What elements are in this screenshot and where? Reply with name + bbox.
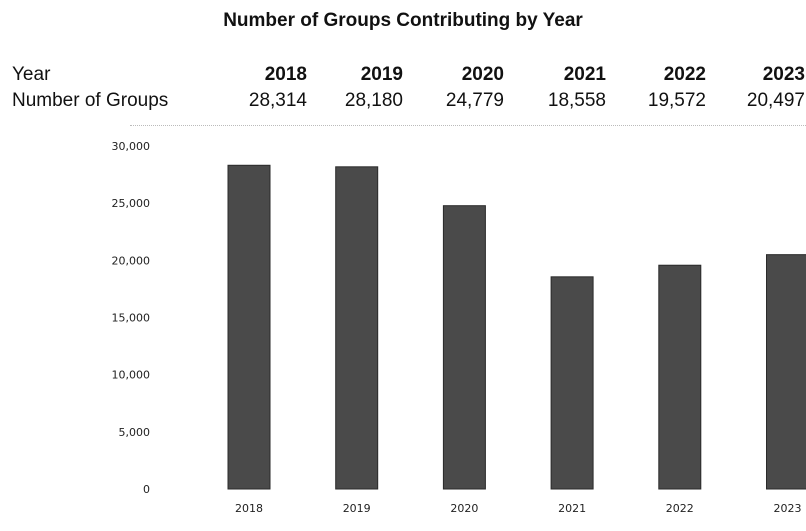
bar bbox=[658, 264, 702, 490]
chart-title: Number of Groups Contributing by Year bbox=[223, 10, 583, 31]
table-count-row: Number of Groups 28,314 28,180 24,779 18… bbox=[12, 90, 806, 116]
y-tick-label: 25,000 bbox=[112, 197, 151, 210]
table-header-row: Year 2018 2019 2020 2021 2022 2023 bbox=[12, 64, 806, 90]
table-year-cell: 2021 bbox=[563, 64, 606, 85]
x-tick-label: 2020 bbox=[450, 502, 478, 515]
bar bbox=[442, 205, 486, 490]
table-year-cell: 2023 bbox=[762, 64, 805, 85]
x-tick-label: 2019 bbox=[343, 502, 371, 515]
bar bbox=[335, 166, 379, 490]
bar bbox=[227, 164, 271, 490]
bar bbox=[766, 254, 806, 490]
y-tick-label: 10,000 bbox=[112, 369, 151, 382]
year-row-label: Year bbox=[12, 64, 51, 85]
y-tick-label: 15,000 bbox=[112, 312, 151, 325]
table-count-cell: 18,558 bbox=[547, 90, 606, 111]
table-count-cell: 28,314 bbox=[248, 90, 307, 111]
table-count-cell: 19,572 bbox=[647, 90, 706, 111]
table-year-cell: 2018 bbox=[264, 64, 307, 85]
y-tick-label: 20,000 bbox=[112, 254, 151, 267]
y-tick-label: 0 bbox=[143, 483, 150, 496]
table-year-cell: 2022 bbox=[663, 64, 706, 85]
x-tick-label: 2021 bbox=[558, 502, 586, 515]
count-row-label: Number of Groups bbox=[12, 90, 169, 111]
x-tick-label: 2018 bbox=[235, 502, 263, 515]
bar bbox=[550, 276, 594, 490]
x-tick-label: 2022 bbox=[666, 502, 694, 515]
table-year-cell: 2020 bbox=[461, 64, 504, 85]
x-tick-label: 2023 bbox=[774, 502, 802, 515]
data-table: Year 2018 2019 2020 2021 2022 2023 Numbe… bbox=[12, 64, 806, 116]
y-tick-label: 5,000 bbox=[119, 426, 151, 439]
table-count-cell: 28,180 bbox=[344, 90, 403, 111]
table-count-cell: 20,497 bbox=[746, 90, 805, 111]
separator-line bbox=[130, 125, 806, 126]
table-count-cell: 24,779 bbox=[445, 90, 504, 111]
y-tick-label: 30,000 bbox=[112, 140, 151, 153]
table-year-cell: 2019 bbox=[360, 64, 403, 85]
